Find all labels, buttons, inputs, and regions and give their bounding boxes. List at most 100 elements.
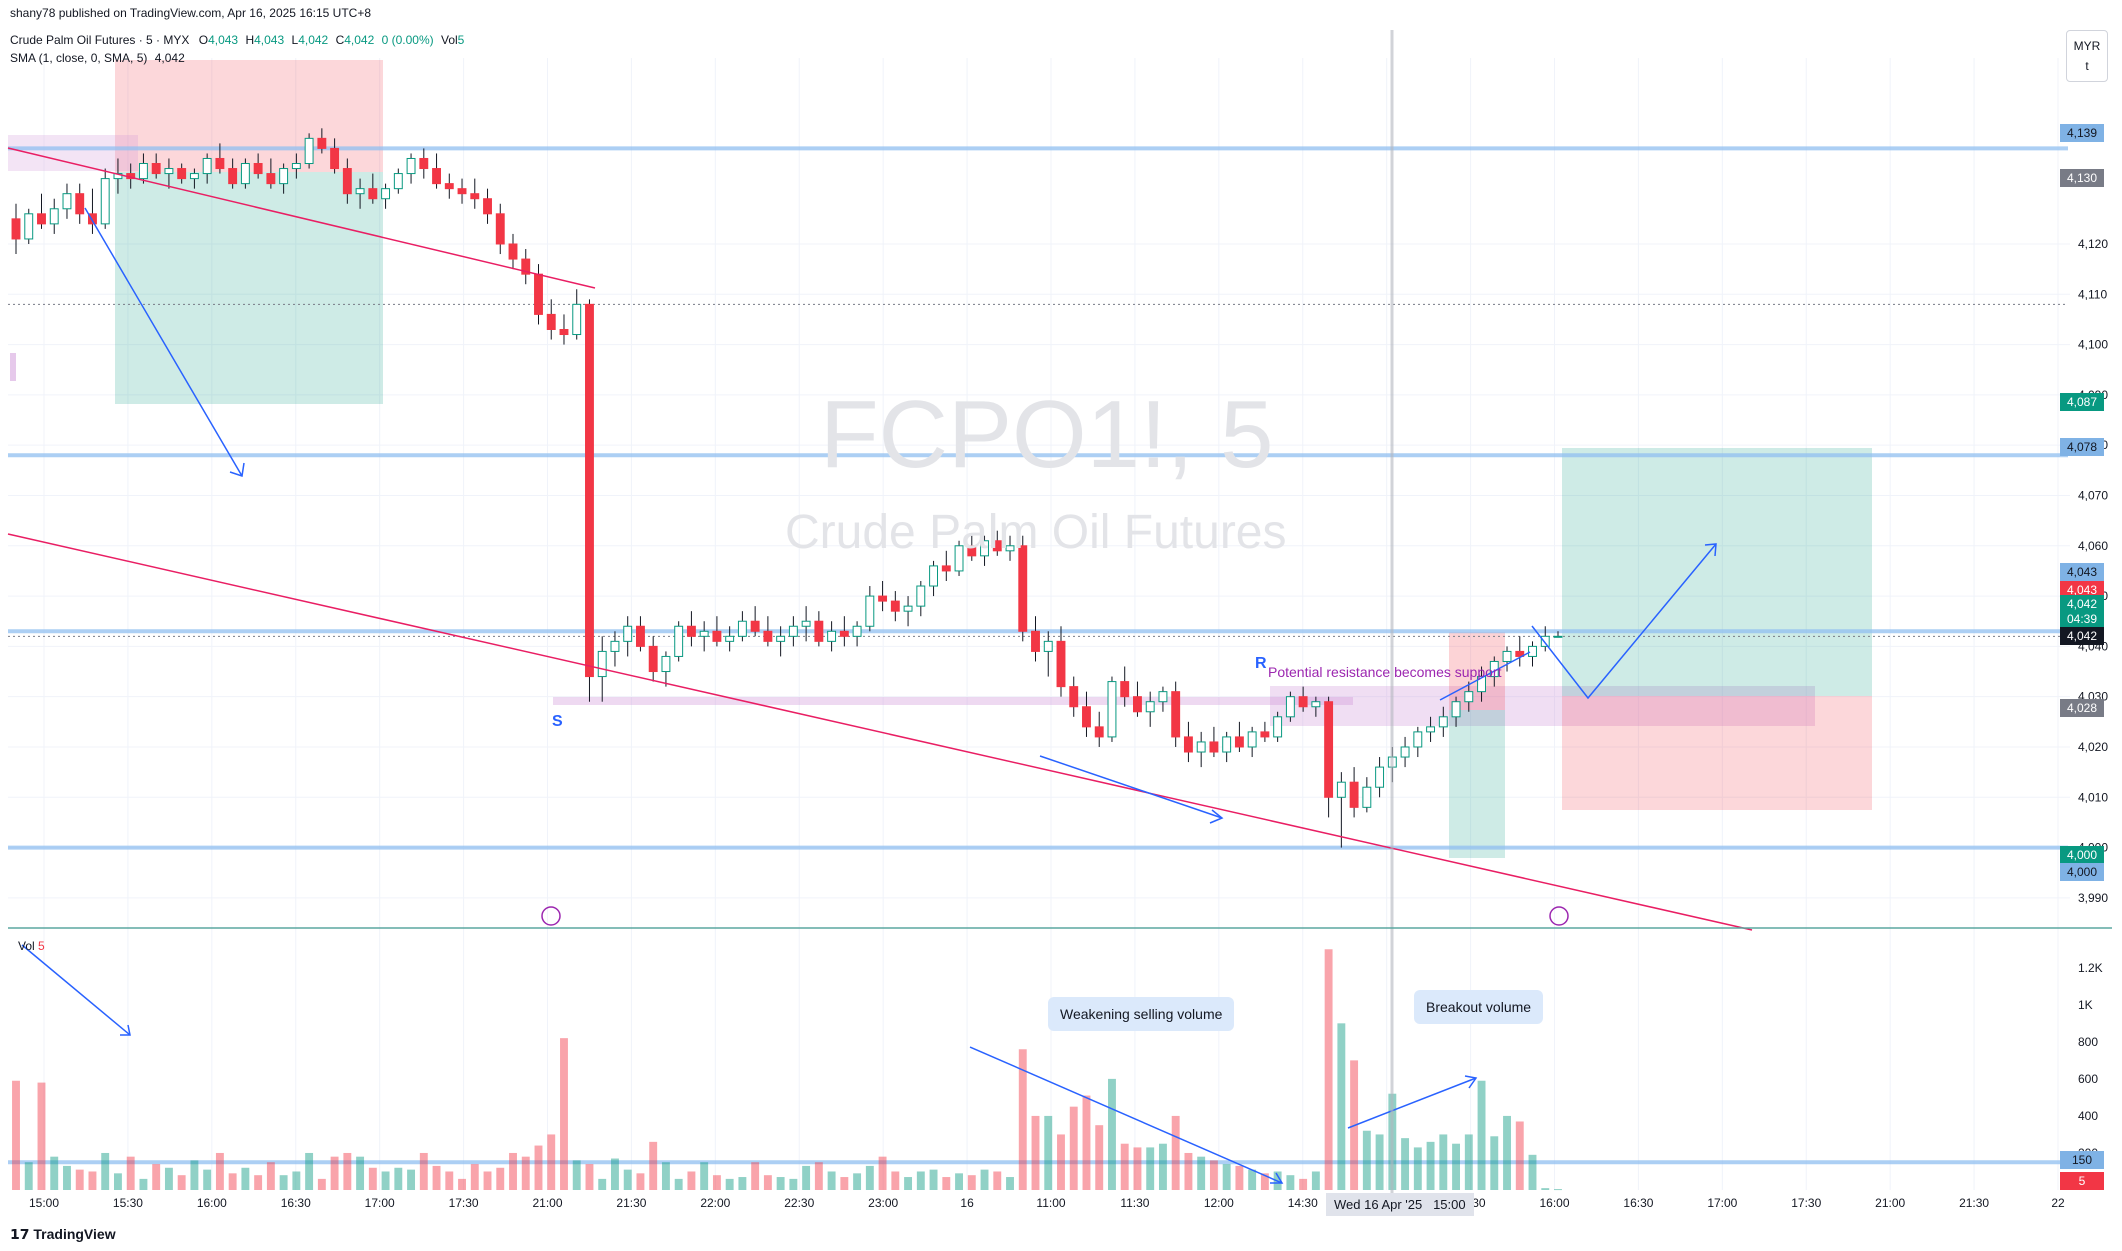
volume-bar: [700, 1162, 709, 1190]
resistance-note: Potential resistance becomes support: [1268, 664, 1502, 680]
candle-body: [661, 655, 671, 673]
price-tag: 150: [2060, 1151, 2104, 1169]
volume-bar: [1082, 1095, 1091, 1190]
candle-body: [980, 540, 989, 557]
candle-body: [1336, 781, 1346, 798]
candle-body: [521, 258, 531, 275]
volume-bar: [916, 1171, 925, 1190]
candle-body: [737, 620, 747, 637]
volume-bar: [1413, 1147, 1422, 1190]
arrow-weakening-volume: [969, 1046, 1284, 1184]
volume-bar: [496, 1167, 505, 1190]
price-tag: 4,043: [2060, 581, 2104, 599]
volume-bar: [674, 1178, 683, 1190]
volume-bar: [1044, 1115, 1053, 1190]
time-tick-label: 21:00: [1875, 1196, 1905, 1210]
currency-unit: t: [2085, 59, 2089, 73]
candle-body: [24, 213, 34, 240]
candle-body: [929, 565, 939, 587]
candle-body: [674, 625, 684, 657]
volume-tick-label: 600: [2078, 1072, 2098, 1086]
arrow-down-left: [84, 207, 245, 477]
candle-body: [1069, 686, 1079, 708]
volume-bar: [419, 1152, 428, 1190]
price-tick-label: 3,990: [2078, 891, 2108, 905]
symbol-description[interactable]: Crude Palm Oil Futures · 5 · MYX: [10, 33, 190, 47]
arrow-projection: [1531, 543, 1717, 700]
sma-line: SMA (1, close, 0, SMA, 5) 4,042: [10, 51, 185, 65]
candle-body: [49, 208, 59, 225]
candle-body: [1451, 701, 1461, 718]
candle-body: [1171, 691, 1181, 738]
tradingview-logo[interactable]: 𝟭𝟳 TradingView: [10, 1226, 116, 1242]
volume-bar: [942, 1177, 951, 1190]
candle-body: [1400, 746, 1410, 758]
candle-body: [1196, 741, 1206, 753]
candle-body: [483, 198, 492, 215]
volume-bar: [190, 1160, 199, 1190]
candle-body: [585, 303, 594, 678]
volume-bar: [1069, 1106, 1078, 1190]
candle-body: [1107, 681, 1117, 738]
candle-body: [240, 163, 250, 185]
candle-body: [266, 173, 276, 185]
ohlc-high: H4,043: [245, 33, 285, 47]
candle-body: [597, 650, 607, 678]
candle-body: [852, 625, 862, 637]
time-tick-label: 16:00: [197, 1196, 227, 1210]
candle-body: [1234, 736, 1244, 748]
volume-tick-label: 400: [2078, 1109, 2098, 1123]
weakening-volume-callout: Weakening selling volume: [1048, 997, 1235, 1031]
time-tick-label: 21:30: [1959, 1196, 1989, 1210]
candle-body: [1094, 726, 1104, 738]
arrow-volume-left: [21, 944, 131, 1036]
volume-bar: [1477, 1080, 1486, 1190]
volume-bar: [1171, 1115, 1180, 1190]
candle-body: [444, 183, 454, 190]
volume-bar: [126, 1156, 135, 1190]
time-tick-label: 11:00: [1036, 1196, 1065, 1210]
volume-bar: [1324, 949, 1333, 1190]
candle-body: [1528, 645, 1537, 657]
volume-bar: [611, 1158, 619, 1190]
volume-bar: [751, 1162, 760, 1190]
volume-bar: [241, 1167, 250, 1190]
time-tick-label: 21:30: [616, 1196, 646, 1210]
currency-selector[interactable]: MYR t: [2066, 30, 2108, 82]
price-tick-label: 4,060: [2078, 539, 2108, 553]
short-position-stop-zone: [115, 60, 383, 172]
candle-body: [763, 630, 773, 642]
volume-bar: [827, 1171, 836, 1190]
symbol-line: Crude Palm Oil Futures · 5 · MYX O4,043 …: [10, 33, 464, 47]
volume-bar: [37, 1082, 46, 1190]
candle-body: [228, 168, 238, 185]
time-tick-label: 16: [960, 1196, 974, 1210]
candle-body: [164, 168, 174, 175]
time-tick-label: 16:30: [1623, 1196, 1653, 1210]
volume-bar: [1528, 1154, 1537, 1190]
candle-body: [1120, 681, 1130, 698]
time-tick-label: 15:00: [29, 1196, 59, 1210]
volume-bar: [432, 1165, 441, 1190]
candle-body: [1426, 726, 1436, 733]
time-tick-label: 16:00: [1539, 1196, 1569, 1210]
price-tag: 4,078: [2060, 438, 2104, 456]
candle-body: [393, 173, 403, 190]
time-tick-label: 17:30: [1791, 1196, 1821, 1210]
volume-bar: [381, 1171, 390, 1190]
volume-bar: [636, 1173, 645, 1190]
candle-body: [304, 137, 314, 165]
sma-label[interactable]: SMA (1, close, 0, SMA, 5): [10, 51, 148, 65]
candle-body: [954, 545, 964, 572]
candle-body: [215, 157, 225, 170]
time-tick-label: 11:30: [1120, 1196, 1149, 1210]
candle-body: [1285, 696, 1295, 718]
volume-bar: [840, 1177, 849, 1190]
candle-body: [88, 213, 97, 225]
candle-body: [406, 157, 416, 175]
position-zones: [8, 60, 1872, 858]
candle-body: [1311, 701, 1321, 708]
volume-bar: [1108, 1078, 1116, 1190]
candle-body: [1247, 731, 1257, 748]
